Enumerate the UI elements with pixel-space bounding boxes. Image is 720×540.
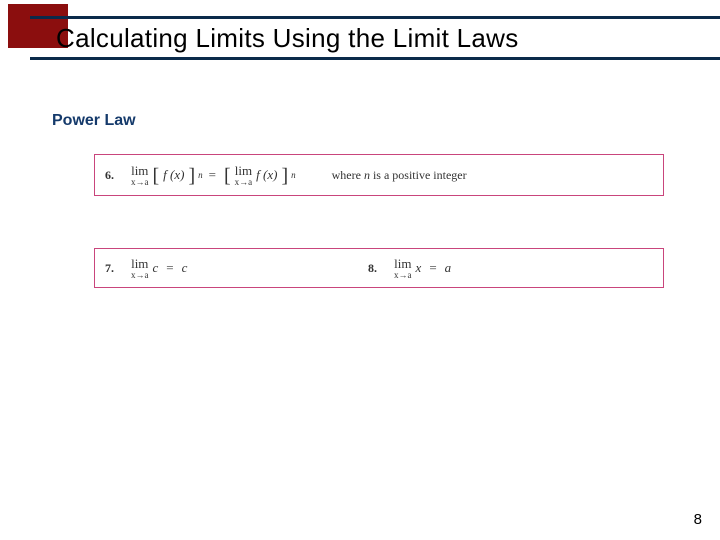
page-number: 8 xyxy=(694,511,702,528)
lim-symbol: lim x→a xyxy=(131,257,149,280)
law-row: 6. lim x→a [ f (x) ] n = [ lim x→a f (x)… xyxy=(95,155,663,195)
superscript-n: n xyxy=(198,170,203,180)
lhs-c: c xyxy=(153,260,159,276)
equals: = xyxy=(166,260,173,276)
law-8: 8. lim x→a x = a xyxy=(368,257,642,280)
law-number: 7. xyxy=(105,261,119,276)
lim-sub: x→a xyxy=(235,178,253,187)
law-box-7-8: 7. lim x→a c = c 8. lim x→a x = a xyxy=(94,248,664,288)
bracket: [ xyxy=(224,170,231,182)
title-bar: Calculating Limits Using the Limit Laws xyxy=(30,16,720,60)
lim-symbol: lim x→a xyxy=(394,257,412,280)
lhs-fx: f (x) xyxy=(163,167,184,183)
lim-word: lim xyxy=(131,164,148,177)
lim-word: lim xyxy=(235,164,252,177)
where-text: where xyxy=(332,168,364,182)
law-number: 6. xyxy=(105,168,119,183)
law-box-6: 6. lim x→a [ f (x) ] n = [ lim x→a f (x)… xyxy=(94,154,664,196)
lim-sub: x→a xyxy=(131,178,149,187)
lim-symbol: lim x→a xyxy=(131,164,149,187)
bracket: [ xyxy=(153,170,160,182)
lim-symbol: lim x→a xyxy=(235,164,253,187)
where-clause: where n is a positive integer xyxy=(332,168,467,183)
lhs-bracket-close: ] xyxy=(188,169,195,181)
bracket: ] xyxy=(188,170,195,182)
lim-sub: x→a xyxy=(394,271,412,280)
law-number: 8. xyxy=(368,261,382,276)
rhs-bracket-close: ] xyxy=(281,169,288,181)
law-row: 7. lim x→a c = c 8. lim x→a x = a xyxy=(95,249,663,287)
page-title: Calculating Limits Using the Limit Laws xyxy=(56,23,519,54)
where-tail: is a positive integer xyxy=(370,168,467,182)
lim-sub: x→a xyxy=(131,271,149,280)
equals: = xyxy=(209,167,216,183)
lim-word: lim xyxy=(394,257,411,270)
lim-word: lim xyxy=(131,257,148,270)
rhs-fx: f (x) xyxy=(256,167,277,183)
superscript-n: n xyxy=(291,170,296,180)
rhs-bracket-open: [ xyxy=(224,169,231,181)
lhs-bracket-open: [ xyxy=(153,169,160,181)
law-7: 7. lim x→a c = c xyxy=(105,257,368,280)
rhs-a: a xyxy=(445,260,452,276)
rhs-c: c xyxy=(182,260,188,276)
section-subtitle: Power Law xyxy=(52,112,136,130)
bracket: ] xyxy=(281,170,288,182)
lhs-x: x xyxy=(416,260,422,276)
equals: = xyxy=(429,260,436,276)
